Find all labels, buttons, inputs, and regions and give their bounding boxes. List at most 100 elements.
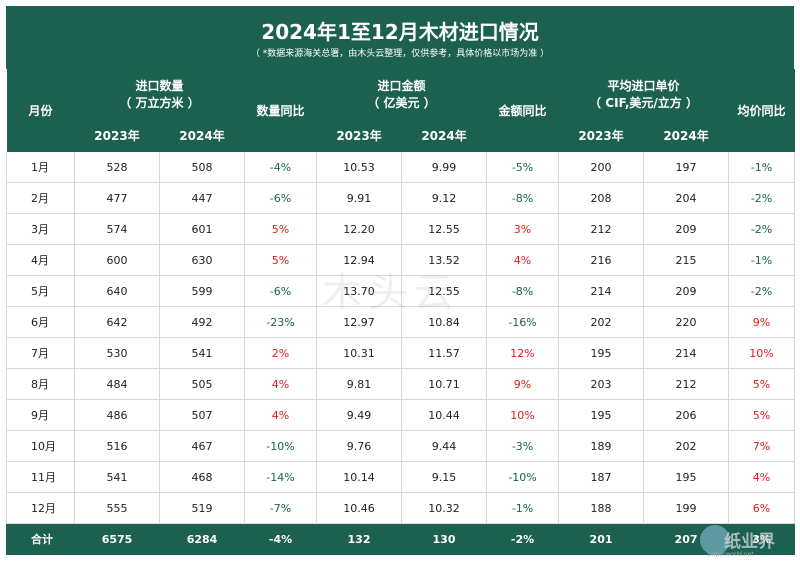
total-row: 合计 6575 6284 -4% 132 130 -2% 201 207 3% [6, 523, 796, 555]
qty-yoy-cell: 2% [244, 337, 318, 369]
price-yoy-cell: 4% [728, 461, 796, 493]
amt-yoy-cell: -1% [486, 492, 560, 524]
price-yoy-cell: 5% [728, 368, 796, 400]
price-2024-cell: 209 [643, 213, 730, 245]
logo-text: 纸业界 [724, 532, 775, 552]
qty-2024-cell: 467 [159, 430, 246, 462]
header-qty-label: 进口数量 [135, 79, 184, 93]
amt-2023-cell: 10.31 [316, 337, 403, 369]
qty-2023-cell: 516 [74, 430, 160, 462]
price-yoy-cell: -1% [728, 152, 796, 183]
month-cell: 2月 [6, 182, 75, 214]
price-2023-cell: 216 [558, 244, 645, 276]
qty-yoy-cell: 4% [244, 368, 318, 400]
month-cell: 4月 [6, 244, 75, 276]
qty-2024-cell: 599 [159, 275, 246, 307]
amt-2023-cell: 9.81 [316, 368, 403, 400]
amt-2023-cell: 9.49 [316, 399, 403, 431]
qty-2024-cell: 505 [159, 368, 246, 400]
amt-yoy-cell: 3% [486, 213, 560, 245]
month-cell: 1月 [6, 152, 75, 183]
month-cell: 9月 [6, 399, 75, 431]
qty-2024-cell: 492 [159, 306, 246, 338]
price-2023-cell: 189 [558, 430, 645, 462]
price-2023-cell: 208 [558, 182, 645, 214]
price-2024-cell: 214 [643, 337, 730, 369]
amt-2023-cell: 12.20 [316, 213, 403, 245]
qty-2024-cell: 541 [159, 337, 246, 369]
price-yoy-cell: -2% [728, 213, 796, 245]
report-container: 2024年1至12月木材进口情况 （ *数据来源海关总署，由木头云整理，仅供参考… [6, 6, 796, 558]
amt-2023-cell: 9.76 [316, 430, 403, 462]
table-row: 4月 600 630 5% 12.94 13.52 4% 216 215 -1% [6, 244, 796, 276]
price-2024-cell: 212 [643, 368, 730, 400]
amt-2024-cell: 9.12 [401, 182, 488, 214]
table-row: 7月 530 541 2% 10.31 11.57 12% 195 214 10% [6, 337, 796, 369]
month-cell: 5月 [6, 275, 75, 307]
table-row: 5月 640 599 -6% 13.70 12.55 -8% 214 209 -2% [6, 275, 796, 307]
table-row: 3月 574 601 5% 12.20 12.55 3% 212 209 -2% [6, 213, 796, 245]
header-price-2024: 2024年 [643, 119, 729, 152]
amt-2024-cell: 12.55 [401, 213, 488, 245]
qty-2023-cell: 600 [74, 244, 160, 276]
price-2023-cell: 202 [558, 306, 645, 338]
amt-yoy-cell: 12% [486, 337, 560, 369]
amt-yoy-cell: -8% [486, 182, 560, 214]
price-yoy-cell: 5% [728, 399, 796, 431]
price-yoy-cell: 6% [728, 492, 796, 524]
amt-2023-cell: 132 [316, 523, 403, 555]
amt-2023-cell: 12.94 [316, 244, 403, 276]
amt-yoy-cell: -3% [486, 430, 560, 462]
qty-yoy-cell: -7% [244, 492, 318, 524]
logo-mark-icon [700, 525, 730, 555]
qty-2023-cell: 486 [74, 399, 160, 431]
qty-yoy-cell: -6% [244, 182, 318, 214]
table-row: 9月 486 507 4% 9.49 10.44 10% 195 206 5% [6, 399, 796, 431]
amt-2024-cell: 10.44 [401, 399, 488, 431]
header-qty-2024: 2024年 [159, 119, 245, 152]
header-qty-yoy: 数量同比 [244, 69, 317, 152]
price-2024-cell: 204 [643, 182, 730, 214]
month-cell: 6月 [6, 306, 75, 338]
amt-2023-cell: 9.91 [316, 182, 403, 214]
table-row: 12月 555 519 -7% 10.46 10.32 -1% 188 199 6% [6, 492, 796, 524]
price-2024-cell: 206 [643, 399, 730, 431]
table-body: 1月 528 508 -4% 10.53 9.99 -5% 200 197 -1% 2月 477 447… [6, 152, 796, 555]
table-row: 8月 484 505 4% 9.81 10.71 9% 203 212 5% [6, 368, 796, 400]
price-2023-cell: 200 [558, 152, 645, 183]
header-price-group: 平均进口单价 （ CIF,美元/立方 ） [558, 69, 729, 119]
month-cell: 8月 [6, 368, 75, 400]
amt-2023-cell: 12.97 [316, 306, 403, 338]
amt-2024-cell: 9.15 [401, 461, 488, 493]
header-price-label: 平均进口单价 [607, 79, 680, 93]
amt-2024-cell: 11.57 [401, 337, 488, 369]
header-price-yoy: 均价同比 [728, 69, 795, 152]
qty-2024-cell: 630 [159, 244, 246, 276]
price-yoy-cell: 9% [728, 306, 796, 338]
header-amt-yoy: 金额同比 [486, 69, 559, 152]
qty-yoy-cell: 5% [244, 213, 318, 245]
qty-2023-cell: 574 [74, 213, 160, 245]
amt-2024-cell: 9.44 [401, 430, 488, 462]
header-qty-unit: （ 万立方米 ） [119, 96, 200, 110]
amt-2023-cell: 10.14 [316, 461, 403, 493]
amt-2024-cell: 130 [401, 523, 488, 555]
header-qty-2023: 2023年 [74, 119, 160, 152]
qty-2023-cell: 541 [74, 461, 160, 493]
price-2023-cell: 214 [558, 275, 645, 307]
source-note: （ *数据来源海关总署，由木头云整理，仅供参考，具体价格以市场为准 ） [250, 49, 550, 59]
price-yoy-cell: 10% [728, 337, 796, 369]
import-table: 月份 进口数量 （ 万立方米 ） 数量同比 进口金额 （ 亿美元 ） 金额同比 … [6, 69, 796, 555]
qty-2023-cell: 555 [74, 492, 160, 524]
price-2023-cell: 201 [558, 523, 645, 555]
price-2024-cell: 220 [643, 306, 730, 338]
price-2024-cell: 199 [643, 492, 730, 524]
price-2024-cell: 202 [643, 430, 730, 462]
qty-yoy-cell: -6% [244, 275, 318, 307]
qty-yoy-cell: 4% [244, 399, 318, 431]
qty-2023-cell: 642 [74, 306, 160, 338]
price-2023-cell: 212 [558, 213, 645, 245]
qty-yoy-cell: -4% [244, 523, 318, 555]
qty-2023-cell: 640 [74, 275, 160, 307]
amt-2024-cell: 12.55 [401, 275, 488, 307]
